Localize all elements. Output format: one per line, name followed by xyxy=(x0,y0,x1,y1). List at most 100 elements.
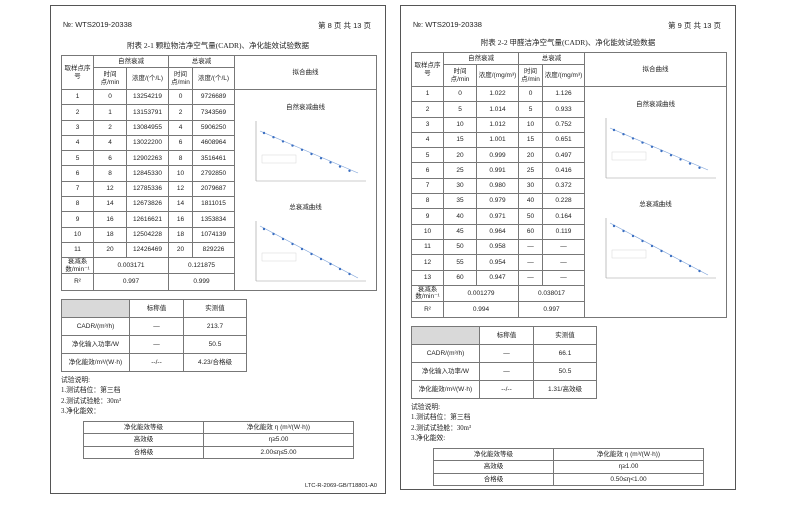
cadr-row: CADR/(m³/h) —66.1 xyxy=(411,343,727,363)
data-cell: 1.126 xyxy=(542,85,585,103)
data-cell: 1.001 xyxy=(476,131,519,149)
data-cell: 16 xyxy=(168,211,193,228)
data-row: 4 15 1.001 15 0.651 xyxy=(411,131,727,149)
cadr-row: CADR/(m³/h) —213.7 xyxy=(61,316,377,336)
chart-dot xyxy=(309,253,313,256)
data-cell: 8 xyxy=(61,195,94,213)
chart-dot xyxy=(688,162,691,166)
data-cell: 829226 xyxy=(192,241,235,259)
data-cell: 20 xyxy=(93,241,127,259)
header-row: 取样点序号 自然衰减 总衰减 拟合曲线 xyxy=(61,55,377,90)
table-title: 附表 2-2 甲醛洁净空气量(CADR)、净化能效试验数据 xyxy=(480,38,656,47)
header-cell: 浓度/(个/L) xyxy=(126,67,169,90)
stat-value: 0.997 xyxy=(93,273,169,291)
chart-dot xyxy=(640,240,644,243)
data-cell: 1353834 xyxy=(192,211,235,228)
footer-code: LTC-R-2069-GB/T18801-A0 xyxy=(304,483,377,489)
data-cell: 10 xyxy=(518,116,543,133)
data-cell: 12504228 xyxy=(126,226,169,243)
data-cell: 12902263 xyxy=(126,150,169,167)
header-cell: 净化能效 η (m³/(W·h)) xyxy=(553,447,704,462)
note-line: 3.净化能效： xyxy=(61,408,101,416)
header-cell: 净化能效等级 xyxy=(83,420,204,435)
data-cell: 14 xyxy=(168,195,193,213)
data-cell: 4 xyxy=(168,119,193,136)
data-cell: 7 xyxy=(411,177,444,195)
fit-chart xyxy=(255,121,366,182)
header-cell: 取样点序号 xyxy=(411,52,444,87)
note-line: 3.净化能效: xyxy=(411,435,446,443)
header-cell: 自然衰减 xyxy=(93,55,169,68)
stat-value: 0.003171 xyxy=(93,257,169,275)
data-cell: 5 xyxy=(518,101,543,118)
cadr-row: 净化输入功率/W —50.5 xyxy=(411,361,727,381)
chart-title: 总衰减曲线 xyxy=(289,203,322,211)
stat-label: R² xyxy=(61,273,94,291)
data-cell: 0.964 xyxy=(476,223,519,240)
chart-dot xyxy=(300,248,303,251)
data-cell: --/-- xyxy=(129,352,184,372)
chart-dot xyxy=(338,165,341,169)
data-cell: 15 xyxy=(443,131,477,149)
data-cell: 25 xyxy=(443,162,477,179)
data-cell: 50.5 xyxy=(183,334,247,354)
header-cell: 时间点/min xyxy=(443,64,477,87)
data-cell: 18 xyxy=(168,226,193,243)
data-cell: 0.372 xyxy=(542,177,585,195)
data-cell: 4.23/合格级 xyxy=(183,352,247,372)
data-cell: 5906250 xyxy=(192,119,235,136)
data-cell: 高效级 xyxy=(83,433,204,447)
efficiency-row: 高效级 η≥1.00 xyxy=(433,460,704,474)
chart-dot xyxy=(262,228,265,231)
header-cell xyxy=(411,325,480,345)
data-cell: — xyxy=(518,254,543,271)
chart-dot xyxy=(659,150,663,153)
data-cell: 9 xyxy=(411,208,444,225)
data-cell: 0.50≤η<1.00 xyxy=(553,472,704,487)
chart-dot xyxy=(678,260,682,263)
data-cell: 8 xyxy=(411,193,444,210)
trend-line xyxy=(609,223,708,276)
header-row: 时间点/min 浓度/(个/L) 时间点/min 浓度/(个/L) xyxy=(62,67,377,90)
notes: 试验说明: 1.测试档位：第三档 2.测试试验舱：30m³ 3.净化能效: xyxy=(411,403,725,445)
document-page: №: WTS2019-20338 第 8 页 共 13 页附表 2-1 颗粒物洁净… xyxy=(50,5,386,494)
data-cell: 0.651 xyxy=(542,131,585,149)
chart-dot xyxy=(669,255,672,258)
data-cell: 11 xyxy=(61,241,94,259)
data-cell: 1.014 xyxy=(476,101,519,118)
data-cell: 213.7 xyxy=(183,316,247,336)
data-cell: 0.416 xyxy=(542,162,585,179)
data-cell: 45 xyxy=(443,223,477,240)
document-page: №: WTS2019-20338 第 9 页 共 13 页附表 2-2 甲醛洁净空… xyxy=(400,5,736,490)
data-cell: 1.31/高效级 xyxy=(533,379,597,399)
equation-box xyxy=(261,155,296,164)
header-cell: 实测值 xyxy=(533,325,597,345)
note-line: 1.测试档位：第三档 xyxy=(411,414,471,422)
data-cell: 40 xyxy=(518,193,543,210)
data-cell: 1811015 xyxy=(192,195,235,213)
data-cell: 66.1 xyxy=(533,343,597,363)
stat-value: 0.121875 xyxy=(168,257,235,275)
chart-dot xyxy=(328,161,332,165)
data-cell: 3 xyxy=(61,119,94,136)
header-row: 净化能效等级 净化能效 η (m³/(W·h)) xyxy=(83,420,354,435)
header-cell: 浓度/(个/L) xyxy=(192,67,235,90)
data-cell: 13 xyxy=(411,269,444,286)
chart-dot xyxy=(640,141,644,145)
data-cell: 净化输入功率/W xyxy=(61,334,130,354)
data-cell: 14 xyxy=(93,195,127,213)
cadr-row: 净化能效/m³/(W·h) --/-- 4.23/合格级 xyxy=(61,352,377,372)
data-cell: 16 xyxy=(93,211,127,228)
data-cell: 30 xyxy=(443,177,477,195)
header-cell: 净化能效 η (m³/(W·h)) xyxy=(203,420,354,435)
efficiency-row: 高效级 η≥5.00 xyxy=(83,433,354,447)
data-cell: 7343569 xyxy=(192,104,235,121)
data-cell: 9 xyxy=(61,211,94,228)
data-cell: 5 xyxy=(61,150,94,167)
data-cell: 13084955 xyxy=(126,119,169,136)
header-cell: 实测值 xyxy=(183,298,247,318)
data-cell: 12 xyxy=(93,180,127,197)
header-row: 标称值 实测值 xyxy=(411,325,727,399)
page-number: 第 8 页 共 13 页 xyxy=(318,21,371,30)
